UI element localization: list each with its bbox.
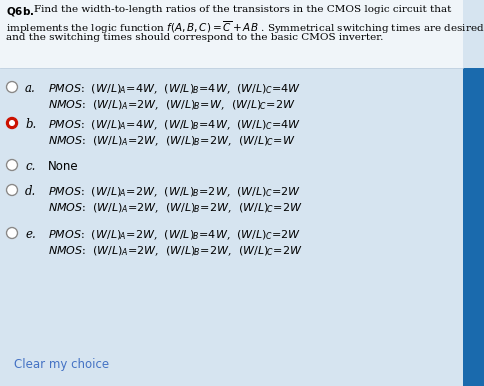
FancyBboxPatch shape	[463, 68, 484, 386]
Text: and the switching times should correspond to the basic CMOS inverter.: and the switching times should correspon…	[6, 33, 383, 42]
Text: b.: b.	[25, 118, 36, 131]
Text: $\mathbf{Q6b.}$: $\mathbf{Q6b.}$	[6, 5, 34, 18]
Text: $\mathit{NMOS}$:  $(W/L)_{\!A}\!=\!2W$,  $(W/L)_{\!B}\!=\!2W$,  $(W/L)_{\!C}\!=\: $\mathit{NMOS}$: $(W/L)_{\!A}\!=\!2W$, $…	[48, 244, 303, 257]
Text: a.: a.	[25, 82, 36, 95]
Text: $\mathit{NMOS}$:  $(W/L)_{\!A}\!=\!2W$,  $(W/L)_{\!B}\!=\!2W$,  $(W/L)_{\!C}\!=\: $\mathit{NMOS}$: $(W/L)_{\!A}\!=\!2W$, $…	[48, 201, 303, 215]
Text: implements the logic function $f(A,B,C)=\overline{C}+AB$ . Symmetrical switching: implements the logic function $f(A,B,C)=…	[6, 19, 484, 36]
Circle shape	[6, 185, 17, 195]
Text: $\mathit{PMOS}$:  $(W/L)_{\!A}\!=\!2W$,  $(W/L)_{\!B}\!=\!2W$,  $(W/L)_{\!C}\!=\: $\mathit{PMOS}$: $(W/L)_{\!A}\!=\!2W$, $…	[48, 185, 301, 199]
Circle shape	[6, 159, 17, 171]
Text: $\mathit{PMOS}$:  $(W/L)_{\!A}\!=\!4W$,  $(W/L)_{\!B}\!=\!4W$,  $(W/L)_{\!C}\!=\: $\mathit{PMOS}$: $(W/L)_{\!A}\!=\!4W$, $…	[48, 118, 301, 132]
Text: $\mathit{NMOS}$:  $(W/L)_{\!A}\!=\!2W$,  $(W/L)_{\!B}\!=\!W$,  $(W/L)_{\!C}\!=\!: $\mathit{NMOS}$: $(W/L)_{\!A}\!=\!2W$, $…	[48, 98, 296, 112]
Text: $\mathit{NMOS}$:  $(W/L)_{\!A}\!=\!2W$,  $(W/L)_{\!B}\!=\!2W$,  $(W/L)_{\!C}\!=\: $\mathit{NMOS}$: $(W/L)_{\!A}\!=\!2W$, $…	[48, 134, 296, 147]
Text: d.: d.	[25, 185, 36, 198]
Text: None: None	[48, 160, 78, 173]
FancyBboxPatch shape	[0, 0, 463, 68]
Text: $\mathit{PMOS}$:  $(W/L)_{\!A}\!=\!2W$,  $(W/L)_{\!B}\!=\!4W$,  $(W/L)_{\!C}\!=\: $\mathit{PMOS}$: $(W/L)_{\!A}\!=\!2W$, $…	[48, 228, 301, 242]
Text: c.: c.	[25, 160, 35, 173]
Text: Clear my choice: Clear my choice	[14, 358, 109, 371]
Circle shape	[6, 117, 17, 129]
Text: Find the width-to-length ratios of the transistors in the CMOS logic circuit tha: Find the width-to-length ratios of the t…	[34, 5, 452, 14]
Circle shape	[6, 227, 17, 239]
Text: $\mathit{PMOS}$:  $(W/L)_{\!A}\!=\!4W$,  $(W/L)_{\!B}\!=\!4W$,  $(W/L)_{\!C}\!=\: $\mathit{PMOS}$: $(W/L)_{\!A}\!=\!4W$, $…	[48, 82, 301, 96]
Text: e.: e.	[25, 228, 36, 241]
Circle shape	[10, 121, 15, 125]
Circle shape	[6, 81, 17, 93]
